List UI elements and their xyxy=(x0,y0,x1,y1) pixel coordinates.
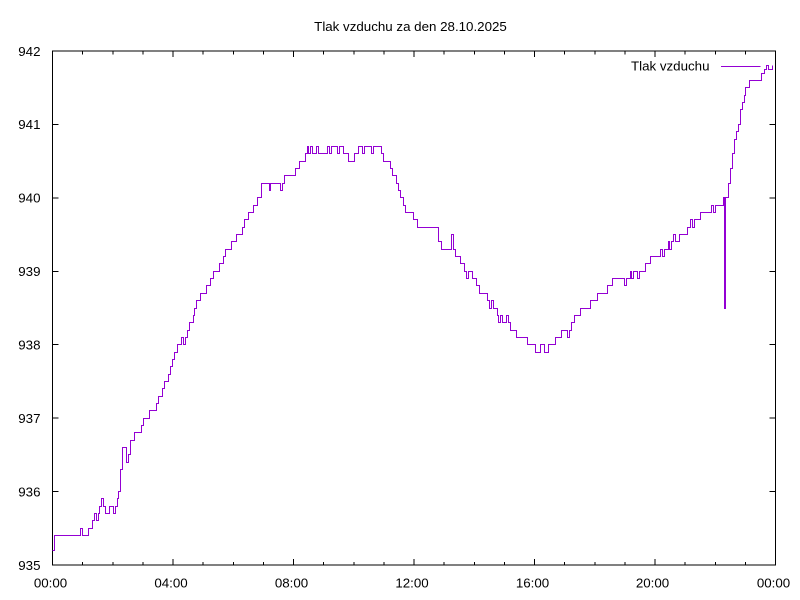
svg-text:12:00: 12:00 xyxy=(395,576,428,591)
svg-text:20:00: 20:00 xyxy=(636,576,669,591)
svg-text:16:00: 16:00 xyxy=(516,576,549,591)
svg-text:937: 937 xyxy=(18,411,40,426)
svg-text:935: 935 xyxy=(18,558,40,573)
svg-text:00:00: 00:00 xyxy=(757,576,790,591)
svg-text:00:00: 00:00 xyxy=(34,576,67,591)
svg-text:940: 940 xyxy=(18,191,40,206)
svg-text:08:00: 08:00 xyxy=(275,576,308,591)
svg-text:938: 938 xyxy=(18,338,40,353)
svg-text:Tlak vzduchu za den 28.10.2025: Tlak vzduchu za den 28.10.2025 xyxy=(314,19,507,34)
svg-text:942: 942 xyxy=(18,44,40,59)
svg-text:939: 939 xyxy=(18,264,40,279)
svg-text:936: 936 xyxy=(18,484,40,499)
svg-text:04:00: 04:00 xyxy=(154,576,187,591)
svg-text:941: 941 xyxy=(18,117,40,132)
svg-text:Tlak vzduchu: Tlak vzduchu xyxy=(631,59,710,74)
